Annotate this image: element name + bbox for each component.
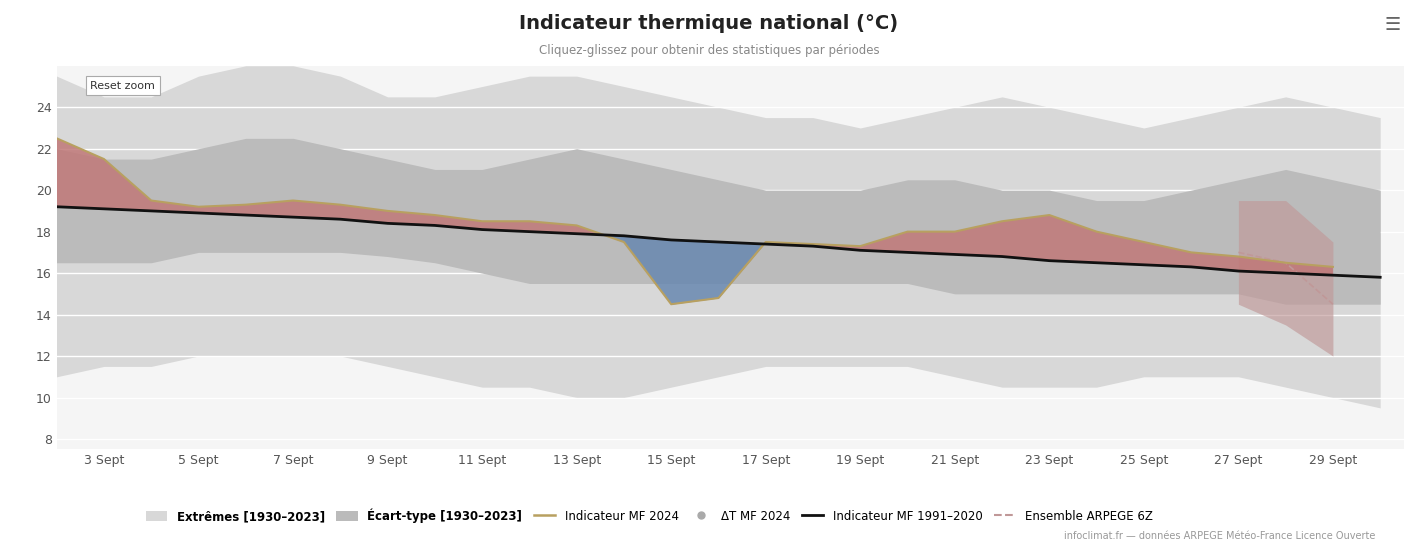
Legend: Extrêmes [1930–2023], Écart-type [1930–2023], Indicateur MF 2024, ΔT MF 2024, In: Extrêmes [1930–2023], Écart-type [1930–2… bbox=[142, 504, 1157, 528]
Text: infoclimat.fr — données ARPEGE Météo-France Licence Ouverte: infoclimat.fr — données ARPEGE Météo-Fra… bbox=[1064, 532, 1375, 541]
Text: Cliquez-glissez pour obtenir des statistiques par périodes: Cliquez-glissez pour obtenir des statist… bbox=[539, 44, 879, 57]
Text: Reset zoom: Reset zoom bbox=[91, 81, 156, 91]
Text: ☰: ☰ bbox=[1385, 16, 1401, 35]
Text: Indicateur thermique national (°C): Indicateur thermique national (°C) bbox=[519, 14, 899, 33]
